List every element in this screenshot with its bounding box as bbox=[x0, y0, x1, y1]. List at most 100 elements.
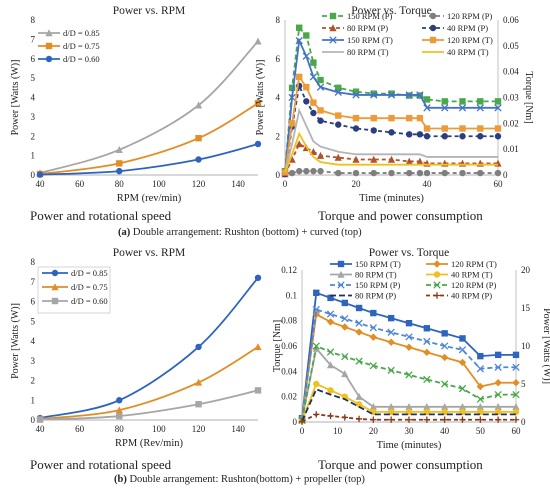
data-point bbox=[370, 309, 377, 317]
y-axis-label: Power [Watts (W)] bbox=[10, 303, 21, 379]
x-tick-label: 80 bbox=[115, 424, 125, 434]
data-point bbox=[334, 153, 342, 161]
data-point bbox=[115, 406, 123, 414]
data-point bbox=[310, 167, 317, 175]
chart-b_left: Power vs. RPM 0 1 2 3 4 5 6 7 8 40 60 80 100 120 140 RPM… bbox=[10, 247, 262, 449]
x-tick-label: 20 bbox=[369, 426, 379, 436]
legend-box bbox=[37, 266, 111, 314]
data-point bbox=[512, 390, 520, 399]
data-point bbox=[423, 169, 431, 177]
data-point bbox=[459, 416, 466, 423]
data-point bbox=[405, 408, 413, 416]
data-point bbox=[459, 133, 466, 140]
data-point bbox=[406, 131, 413, 138]
legend-label: d/D = 0.60 bbox=[63, 54, 100, 64]
series-line bbox=[39, 102, 259, 175]
data-point bbox=[441, 416, 448, 423]
chart-title: Power vs. Torque bbox=[369, 247, 449, 259]
data-point bbox=[355, 357, 363, 365]
data-point bbox=[296, 167, 303, 175]
y-tick-label: 7 bbox=[31, 34, 36, 44]
y-tick-label: 0.04 bbox=[281, 366, 297, 376]
data-point bbox=[335, 121, 342, 128]
data-point bbox=[369, 324, 377, 332]
data-point bbox=[352, 155, 360, 163]
data-point bbox=[441, 330, 448, 337]
y-tick-label: 0.12 bbox=[281, 265, 297, 275]
y-tick-label: 6 bbox=[31, 54, 36, 64]
y-right-tick-label: 20 bbox=[521, 265, 531, 275]
y-tick-label: 7 bbox=[31, 277, 36, 287]
data-point bbox=[194, 378, 203, 386]
data-point bbox=[296, 24, 303, 31]
data-point bbox=[416, 169, 424, 177]
x-tick-label: 140 bbox=[231, 424, 245, 434]
x-tick-label: 120 bbox=[192, 424, 206, 434]
data-point bbox=[388, 129, 395, 136]
data-point bbox=[313, 380, 320, 388]
data-point bbox=[326, 310, 335, 318]
data-point bbox=[327, 412, 334, 420]
data-point bbox=[423, 403, 431, 410]
legend-marker bbox=[433, 292, 441, 299]
data-point bbox=[388, 114, 395, 122]
data-point bbox=[370, 91, 378, 99]
legend-label: 80 RPM (T) bbox=[355, 270, 397, 280]
legend: d/D = 0.85 d/D = 0.75 d/D = 0.60 bbox=[37, 266, 111, 314]
series-line bbox=[39, 277, 259, 419]
data-point bbox=[36, 171, 44, 178]
data-point bbox=[317, 76, 324, 84]
data-point bbox=[512, 379, 520, 387]
panel-a-left-subtitle: Power and rotational speed bbox=[30, 208, 172, 223]
legend-label: 80 RPM (P) bbox=[355, 291, 396, 301]
data-point bbox=[388, 169, 395, 177]
data-point bbox=[316, 83, 325, 91]
panel-b-caption: (b) Double arrangement: Rushton(bottom) … bbox=[114, 474, 365, 485]
y-right-axis-label: Power [Watts (W)] bbox=[541, 308, 550, 384]
data-point bbox=[370, 416, 377, 423]
x-tick-label: 0 bbox=[283, 179, 288, 189]
data-point bbox=[494, 416, 502, 423]
data-point bbox=[477, 169, 484, 177]
data-point bbox=[387, 155, 396, 163]
data-point bbox=[317, 107, 324, 114]
data-point bbox=[298, 418, 306, 425]
data-point bbox=[476, 395, 484, 403]
data-point bbox=[352, 125, 360, 132]
y-tick-label: 0.02 bbox=[281, 392, 297, 402]
data-point bbox=[459, 408, 466, 416]
data-point bbox=[116, 397, 123, 404]
series-line bbox=[301, 344, 516, 421]
data-point bbox=[512, 416, 520, 423]
x-axis-label: RPM (rev/min) bbox=[117, 193, 182, 204]
data-point bbox=[327, 387, 334, 394]
data-point bbox=[494, 363, 502, 371]
y-right-tick-label: 0.06 bbox=[503, 15, 519, 25]
data-point bbox=[302, 52, 310, 60]
legend-label: 150 RPM (T) bbox=[355, 259, 401, 269]
data-point bbox=[355, 319, 363, 327]
y-right-tick-label: 10 bbox=[521, 341, 531, 351]
y-tick-label: 4 bbox=[31, 336, 36, 346]
data-point bbox=[416, 114, 424, 122]
data-point bbox=[312, 342, 320, 350]
data-point bbox=[441, 133, 448, 140]
y-tick-label: 0 bbox=[31, 170, 36, 180]
data-point bbox=[405, 333, 413, 341]
legend: 150 RPM (P) 120 RPM (P) 80 RPM (P) 40 RPM (… bbox=[322, 11, 493, 57]
data-point bbox=[441, 98, 448, 105]
data-point bbox=[477, 125, 484, 132]
data-point bbox=[387, 328, 395, 336]
data-point bbox=[116, 167, 123, 175]
data-point bbox=[476, 104, 484, 112]
data-point bbox=[423, 96, 431, 103]
chart-b_right: Power vs. Torque 0 0.02 0.04 0.06 0.08 0.1 0.12… bbox=[272, 247, 550, 451]
panel-a-caption-prefix: (a) bbox=[118, 227, 131, 238]
data-point bbox=[341, 314, 349, 323]
data-point bbox=[195, 134, 202, 142]
legend-marker bbox=[51, 283, 59, 291]
data-point bbox=[341, 323, 349, 331]
chart-title: Power vs. Torque bbox=[351, 5, 431, 17]
y-tick-label: 0.08 bbox=[281, 316, 297, 326]
data-point bbox=[370, 169, 377, 177]
